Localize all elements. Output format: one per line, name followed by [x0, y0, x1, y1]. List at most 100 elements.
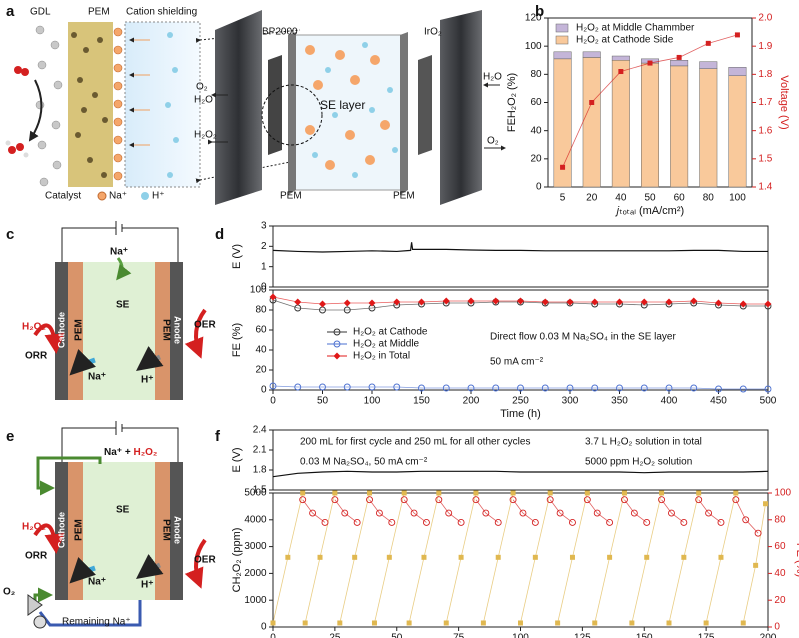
label: OER — [194, 320, 216, 331]
label: Cathode — [56, 512, 66, 548]
label: SE layer — [320, 98, 365, 112]
marker — [386, 554, 392, 560]
y-tick-label: 80 — [774, 514, 786, 525]
marker — [518, 620, 523, 626]
bar — [670, 60, 689, 67]
marker — [294, 298, 302, 306]
y-tick-label: 2000 — [244, 568, 267, 579]
label: ORR — [25, 351, 48, 362]
marker — [566, 298, 574, 306]
marker — [532, 554, 538, 560]
x-tick-label: 50 — [391, 633, 403, 638]
y-tick-label: 1.8 — [253, 465, 267, 476]
se-protons — [312, 42, 398, 178]
y-tick-label: 40 — [530, 125, 542, 136]
legend-label: H₂O₂ at Middle Chammber — [576, 23, 695, 34]
marker — [560, 164, 566, 170]
marker — [333, 352, 341, 360]
panel-label: b — [535, 3, 544, 20]
y-tick-label: 20 — [774, 595, 786, 606]
marker — [690, 384, 698, 392]
x-tick-label: 100 — [512, 633, 529, 638]
marker — [732, 496, 740, 504]
marker — [763, 501, 769, 507]
label: Remaining Na⁺ — [62, 617, 131, 628]
marker — [299, 496, 307, 504]
y-tick-label: 1.5 — [253, 485, 267, 496]
x-tick-label: 150 — [413, 396, 430, 407]
plot-frame — [272, 225, 769, 288]
series-line — [438, 499, 462, 523]
marker — [353, 519, 361, 526]
marker — [343, 306, 351, 314]
marker — [510, 490, 516, 496]
label: BP2000 — [262, 27, 298, 38]
marker — [366, 496, 373, 504]
panel-label: d — [215, 226, 224, 243]
label: Na⁺ — [110, 247, 128, 258]
label: Cathode — [56, 312, 66, 348]
marker — [643, 519, 651, 526]
marker — [467, 297, 475, 305]
label: O₂ — [196, 82, 208, 93]
y-tick-label: 0 — [536, 182, 542, 193]
y-tick-label: 1.4 — [758, 182, 772, 193]
marker — [480, 620, 486, 626]
marker — [531, 519, 539, 526]
marker — [331, 496, 339, 504]
marker — [618, 69, 624, 75]
y-tick-label: 80 — [530, 69, 542, 80]
label: H⁺ — [141, 580, 154, 591]
x-tick-label: 175 — [698, 633, 715, 638]
marker — [742, 516, 750, 524]
bar — [728, 67, 747, 76]
marker — [569, 519, 576, 526]
marker — [681, 554, 687, 560]
marker — [734, 32, 740, 38]
marker — [393, 298, 401, 306]
panel-a-drawing — [5, 10, 506, 205]
bar — [582, 51, 601, 58]
label: GDL — [30, 7, 51, 18]
marker — [630, 509, 638, 517]
marker — [375, 509, 383, 517]
marker — [309, 509, 317, 517]
x-tick-label: 200 — [463, 396, 480, 407]
marker — [341, 509, 349, 517]
label: PEM — [74, 519, 85, 541]
marker — [472, 496, 480, 504]
series-line — [624, 499, 647, 523]
panel-label: c — [6, 226, 14, 243]
se-chamber — [289, 34, 406, 191]
bar — [611, 60, 630, 188]
marker — [695, 496, 703, 504]
series-line — [735, 499, 759, 534]
y-tick-label: 80 — [255, 305, 267, 316]
series-line — [334, 499, 358, 523]
marker — [621, 490, 627, 496]
x-axis-label: 𝑗ₜₒₜₐₗ (mA/cm²) — [615, 205, 684, 217]
marker — [583, 496, 591, 504]
label: H₂O₂ — [194, 130, 217, 141]
marker — [754, 529, 762, 537]
marker — [442, 384, 450, 392]
marker — [321, 519, 329, 526]
marker — [616, 298, 623, 306]
marker — [317, 554, 323, 560]
x-tick-label: 75 — [453, 633, 465, 638]
catalyst-particles — [71, 32, 108, 178]
marker — [753, 562, 759, 568]
marker — [715, 299, 722, 307]
bar — [553, 51, 572, 60]
annotation: 3.7 L H₂O₂ solution in total — [585, 437, 702, 448]
y-tick-label: 120 — [525, 13, 542, 24]
marker — [658, 496, 666, 504]
marker — [509, 496, 517, 504]
label: H₂O₂ — [22, 522, 46, 533]
y-tick-label: 0 — [261, 282, 267, 293]
bp2000-plate — [268, 55, 282, 155]
marker — [718, 554, 724, 560]
cation-arrows — [129, 37, 150, 148]
label: Anode — [173, 516, 183, 544]
series-line — [302, 499, 326, 523]
